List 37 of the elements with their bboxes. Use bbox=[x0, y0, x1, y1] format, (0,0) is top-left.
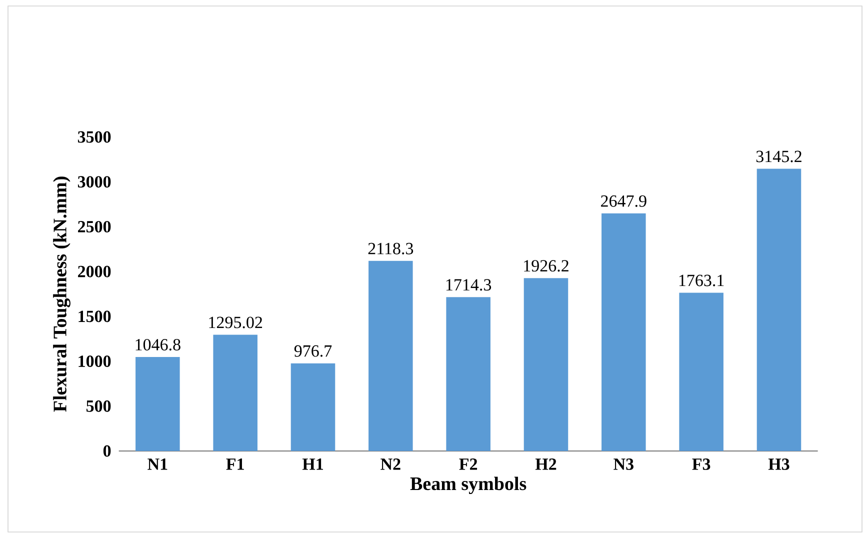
y-tick-label: 1500 bbox=[78, 310, 111, 322]
bar bbox=[213, 334, 258, 451]
bar bbox=[446, 297, 490, 451]
x-tick-label: H1 bbox=[302, 458, 323, 470]
data-label: 976.7 bbox=[294, 345, 332, 357]
data-label: 1295.02 bbox=[209, 316, 262, 328]
y-tick-label: 1000 bbox=[78, 356, 111, 367]
y-tick-label: 3000 bbox=[78, 176, 111, 188]
x-tick-label: H2 bbox=[535, 458, 556, 470]
x-tick-label: F3 bbox=[692, 458, 710, 470]
x-tick-label: N1 bbox=[148, 458, 168, 470]
data-label: 1763.1 bbox=[679, 274, 724, 286]
y-tick-label: 2000 bbox=[78, 266, 111, 278]
bar bbox=[368, 260, 413, 451]
x-tick-label: H3 bbox=[768, 458, 790, 470]
y-tick-label: 3500 bbox=[78, 131, 111, 143]
bar bbox=[602, 213, 646, 451]
data-label: 1926.2 bbox=[524, 260, 568, 272]
y-tick-label: 2500 bbox=[78, 220, 111, 232]
x-axis-title: Beam symbols bbox=[410, 476, 526, 494]
x-tick-label: N3 bbox=[614, 458, 634, 470]
bar bbox=[290, 363, 336, 451]
bar bbox=[679, 292, 724, 451]
data-label: 2118.3 bbox=[368, 242, 414, 254]
bar bbox=[524, 278, 568, 451]
data-label: 1046.8 bbox=[136, 338, 180, 351]
x-tick-label: N2 bbox=[380, 458, 400, 470]
data-label: 1714.3 bbox=[446, 279, 492, 291]
data-label: 3145.2 bbox=[756, 150, 802, 162]
x-tick-label: F1 bbox=[226, 458, 244, 470]
bar bbox=[756, 168, 802, 451]
y-axis-title: Flexural Toughness (kN.mm) bbox=[53, 176, 70, 412]
y-tick-label: 500 bbox=[86, 400, 111, 412]
x-tick-label: F2 bbox=[459, 458, 478, 470]
y-tick-label: 0 bbox=[103, 445, 111, 457]
data-label: 2647.9 bbox=[601, 195, 646, 207]
bar bbox=[136, 357, 180, 451]
